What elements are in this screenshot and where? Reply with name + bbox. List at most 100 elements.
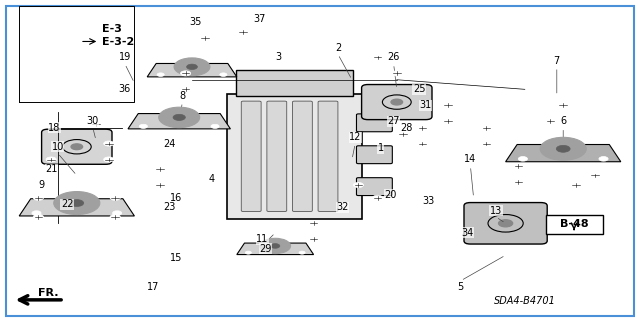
Circle shape: [308, 221, 319, 226]
Circle shape: [180, 71, 191, 76]
Circle shape: [391, 99, 403, 105]
Circle shape: [398, 131, 408, 137]
Text: 8: 8: [179, 91, 186, 101]
Circle shape: [372, 195, 383, 200]
Circle shape: [113, 211, 122, 215]
Circle shape: [417, 141, 428, 146]
Circle shape: [499, 220, 513, 227]
FancyBboxPatch shape: [42, 129, 112, 164]
Text: 15: 15: [170, 253, 182, 263]
Text: 13: 13: [490, 205, 502, 216]
Circle shape: [32, 211, 41, 215]
Text: 19: 19: [118, 52, 131, 63]
Circle shape: [558, 103, 568, 108]
Circle shape: [33, 214, 44, 219]
Text: 32: 32: [336, 202, 349, 212]
Circle shape: [372, 55, 383, 60]
Circle shape: [140, 124, 147, 128]
Text: 4: 4: [208, 174, 214, 184]
Text: E-3: E-3: [102, 24, 122, 34]
Circle shape: [157, 73, 164, 77]
Polygon shape: [237, 243, 314, 255]
Text: 36: 36: [118, 84, 131, 94]
Text: 9: 9: [38, 180, 45, 190]
Text: 24: 24: [163, 138, 176, 149]
Circle shape: [187, 64, 197, 70]
Circle shape: [245, 251, 252, 254]
Text: 16: 16: [170, 193, 182, 203]
Circle shape: [271, 244, 280, 248]
Circle shape: [599, 157, 608, 161]
Text: 7: 7: [554, 56, 560, 66]
Circle shape: [443, 119, 453, 124]
Circle shape: [110, 195, 120, 200]
Text: 2: 2: [335, 43, 341, 53]
Circle shape: [518, 157, 527, 161]
Circle shape: [481, 125, 492, 130]
Text: 3: 3: [275, 52, 282, 63]
Circle shape: [104, 157, 114, 162]
Text: 37: 37: [253, 14, 266, 24]
Circle shape: [110, 214, 120, 219]
Text: B-48: B-48: [560, 219, 588, 229]
FancyBboxPatch shape: [267, 101, 287, 211]
FancyBboxPatch shape: [236, 70, 353, 96]
Text: 33: 33: [422, 196, 435, 206]
Circle shape: [481, 141, 492, 146]
Circle shape: [104, 141, 114, 146]
FancyBboxPatch shape: [546, 215, 603, 234]
Circle shape: [155, 167, 165, 172]
Circle shape: [70, 200, 84, 206]
Text: 5: 5: [458, 282, 464, 292]
Circle shape: [54, 191, 100, 215]
Circle shape: [33, 195, 44, 200]
Text: 35: 35: [189, 17, 202, 27]
Circle shape: [173, 114, 186, 121]
Circle shape: [353, 182, 364, 188]
Text: 21: 21: [45, 164, 58, 174]
Circle shape: [308, 237, 319, 242]
FancyBboxPatch shape: [356, 114, 392, 132]
FancyBboxPatch shape: [241, 101, 261, 211]
Circle shape: [513, 179, 524, 184]
Circle shape: [211, 124, 219, 128]
FancyBboxPatch shape: [292, 101, 312, 211]
Text: 14: 14: [464, 154, 477, 165]
Text: 11: 11: [256, 234, 269, 244]
Circle shape: [180, 87, 191, 92]
Circle shape: [260, 238, 291, 254]
Text: 31: 31: [419, 100, 432, 110]
FancyBboxPatch shape: [356, 146, 392, 164]
Text: 10: 10: [51, 142, 64, 152]
Text: 22: 22: [61, 199, 74, 209]
FancyBboxPatch shape: [356, 178, 392, 196]
Circle shape: [513, 163, 524, 168]
Circle shape: [443, 103, 453, 108]
Text: SDA4-B4701: SDA4-B4701: [494, 296, 556, 306]
Circle shape: [571, 182, 581, 188]
Text: 29: 29: [259, 244, 272, 254]
Text: E-3-2: E-3-2: [102, 37, 134, 47]
Polygon shape: [147, 63, 237, 77]
Circle shape: [159, 107, 200, 128]
Text: 28: 28: [400, 122, 413, 133]
Circle shape: [417, 125, 428, 130]
Circle shape: [200, 36, 210, 41]
Circle shape: [556, 145, 570, 152]
Circle shape: [220, 73, 227, 77]
Text: 27: 27: [387, 116, 400, 126]
Text: 12: 12: [349, 132, 362, 142]
Text: 23: 23: [163, 202, 176, 212]
Text: FR.: FR.: [38, 288, 58, 298]
Text: 34: 34: [461, 228, 474, 238]
Text: 20: 20: [384, 189, 397, 200]
FancyBboxPatch shape: [318, 101, 338, 211]
Circle shape: [71, 144, 83, 150]
Circle shape: [238, 29, 248, 34]
Circle shape: [46, 157, 56, 162]
Circle shape: [545, 119, 556, 124]
Text: 30: 30: [86, 116, 99, 126]
Text: 1: 1: [378, 143, 384, 153]
Circle shape: [299, 251, 305, 254]
FancyBboxPatch shape: [362, 85, 432, 120]
